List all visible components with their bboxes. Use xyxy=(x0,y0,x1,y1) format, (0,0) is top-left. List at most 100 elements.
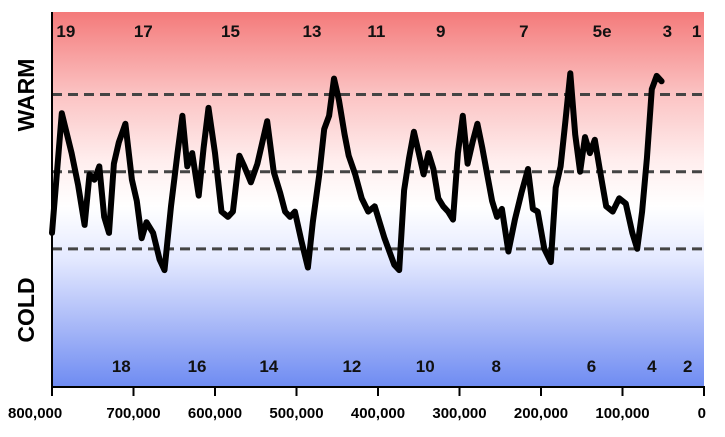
data-point xyxy=(76,183,80,187)
data-point xyxy=(568,71,572,75)
data-point xyxy=(500,207,504,211)
data-point xyxy=(387,250,391,253)
stage-label-top: 9 xyxy=(436,22,445,41)
x-tick-label: 500,000 xyxy=(269,405,323,422)
data-point xyxy=(272,170,276,174)
data-point xyxy=(471,140,475,144)
stage-label-top: 5e xyxy=(593,22,612,41)
data-point xyxy=(495,215,499,219)
stage-label-bottom: 10 xyxy=(416,357,435,376)
data-point xyxy=(378,220,382,224)
data-point xyxy=(617,196,621,200)
data-point xyxy=(87,172,91,176)
data-point xyxy=(640,210,644,214)
data-point xyxy=(353,172,357,176)
data-point xyxy=(441,204,445,208)
data-point xyxy=(392,263,396,267)
data-point xyxy=(578,170,582,174)
x-axis-ticks: 800,000 700,000 600,000 500,000 400,000 300,0… xyxy=(8,387,706,422)
data-point xyxy=(92,178,96,182)
data-point xyxy=(412,130,416,134)
data-point xyxy=(366,210,370,214)
reference-lines xyxy=(52,93,704,251)
data-point xyxy=(60,111,64,115)
data-point xyxy=(660,79,664,83)
stage-label-top: 13 xyxy=(303,22,322,41)
stage-label-top: 11 xyxy=(367,22,385,41)
data-point xyxy=(169,204,173,208)
data-point xyxy=(360,196,364,200)
data-point xyxy=(347,154,351,158)
data-point xyxy=(554,186,558,190)
data-point xyxy=(422,172,426,176)
data-point xyxy=(588,151,592,155)
data-point xyxy=(475,122,479,126)
data-point xyxy=(283,210,287,214)
x-tick-label: 600,000 xyxy=(188,405,242,422)
data-point xyxy=(102,215,106,219)
x-tick-label: 100,000 xyxy=(595,405,649,422)
stage-label-top: 15 xyxy=(221,22,240,41)
data-point xyxy=(461,114,465,118)
data-point xyxy=(288,215,292,219)
data-point xyxy=(213,151,217,155)
data-point xyxy=(158,257,162,261)
data-point xyxy=(145,220,149,224)
data-point xyxy=(559,164,563,168)
data-point xyxy=(249,180,253,184)
x-tick-label: 700,000 xyxy=(106,405,160,422)
data-point xyxy=(383,236,387,240)
data-point xyxy=(107,231,111,235)
stage-label-bottom: 8 xyxy=(491,357,500,376)
y-label-cold: COLD xyxy=(13,277,39,342)
data-point xyxy=(490,199,494,203)
stage-label-top: 19 xyxy=(56,22,75,41)
data-point xyxy=(343,132,347,136)
data-point xyxy=(70,151,74,155)
stage-label-bottom: 14 xyxy=(259,357,278,376)
plot-background xyxy=(52,12,704,386)
data-point xyxy=(407,156,411,160)
data-point xyxy=(645,156,649,160)
data-point xyxy=(226,215,230,219)
data-point xyxy=(573,132,577,136)
data-point xyxy=(519,191,523,195)
data-point xyxy=(402,188,406,192)
data-point xyxy=(337,98,341,102)
data-point xyxy=(549,260,553,264)
data-point xyxy=(436,196,440,200)
data-point xyxy=(531,207,535,211)
data-point xyxy=(630,231,634,235)
data-point xyxy=(624,202,628,206)
data-point xyxy=(202,146,206,150)
data-point xyxy=(417,151,421,155)
data-point xyxy=(536,210,540,214)
stage-label-bottom: 18 xyxy=(112,357,131,376)
data-point xyxy=(456,151,460,155)
data-point xyxy=(583,135,587,139)
data-point xyxy=(206,106,210,110)
series-group xyxy=(49,70,665,274)
data-point xyxy=(293,210,297,214)
stage-label-top: 17 xyxy=(134,22,153,41)
data-point xyxy=(123,122,127,126)
data-point xyxy=(485,172,489,176)
stage-labels: 19 17 15 13 11 9 7 5e 3 1 18 16 14 12 10 8 6 4 2 xyxy=(56,22,701,376)
stage-label-top: 1 xyxy=(692,22,701,41)
data-point xyxy=(427,151,431,155)
data-point xyxy=(197,194,201,198)
data-point xyxy=(431,167,435,171)
data-point xyxy=(506,250,510,253)
data-point xyxy=(130,178,134,182)
data-point xyxy=(611,210,615,214)
data-point xyxy=(650,87,654,91)
data-point xyxy=(480,146,484,150)
data-point xyxy=(260,140,264,144)
data-point xyxy=(237,154,241,158)
data-point xyxy=(327,114,331,118)
data-point xyxy=(466,162,470,166)
stage-label-bottom: 12 xyxy=(342,357,361,376)
data-point xyxy=(513,218,517,222)
series-line-0 xyxy=(49,70,665,274)
